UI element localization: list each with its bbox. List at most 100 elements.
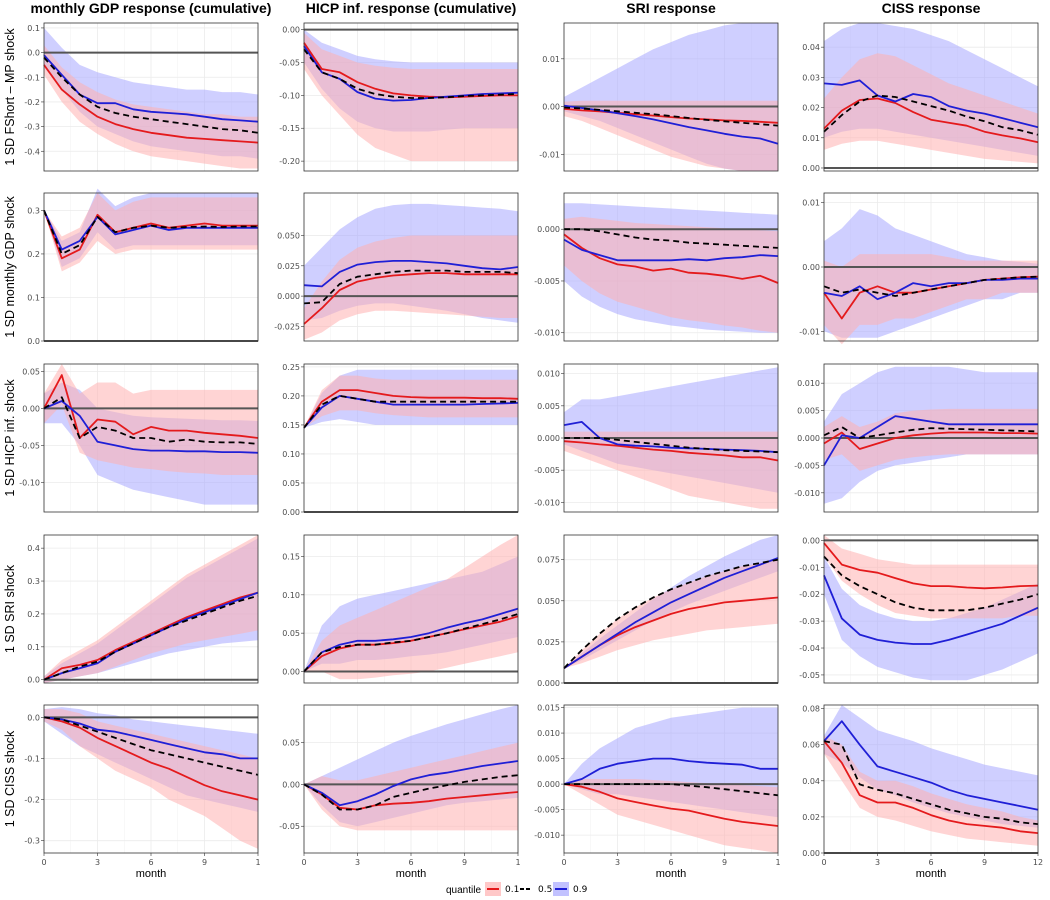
y-tick-label: 0.000: [797, 434, 820, 443]
x-tick-label: 6: [668, 858, 673, 867]
y-tick-label: -0.3: [24, 837, 40, 846]
y-tick-label: 0.05: [22, 367, 40, 376]
line-q50: [303, 269, 519, 305]
panel: 0.01 0.00 -0.01: [539, 22, 779, 172]
line-q90: [43, 591, 259, 681]
line-q90: [823, 79, 1039, 129]
line-q90: [303, 607, 519, 673]
y-tick-label: 0.005: [537, 402, 560, 411]
y-tick-label: -0.20: [279, 157, 300, 166]
panel-border: [43, 363, 259, 513]
y-tick-label: 0.25: [282, 363, 300, 372]
panel: 0.000 0.025 0.050 0.075: [537, 534, 779, 688]
line-q10: [303, 615, 519, 673]
line-q10: [823, 431, 1039, 450]
line-q50: [43, 716, 259, 776]
y-tick-label: 0.000: [537, 434, 560, 443]
y-tick-label: 0.1: [27, 643, 40, 652]
y-tick-label: 0.03: [802, 73, 820, 82]
x-tick-label: 6: [148, 858, 153, 867]
y-tick-label: -0.010: [534, 498, 560, 507]
y-tick-label: 0.02: [802, 813, 820, 822]
panel: 0.015 0.010 0.005 0.000 -0.005 -0.010 0 3 6 9 1 mon…: [534, 704, 780, 880]
y-tick-label: 0.3: [27, 577, 40, 586]
line-q10: [563, 233, 779, 284]
line-q10: [823, 542, 1039, 590]
y-tick-label: 0.02: [802, 104, 820, 113]
line-q50: [564, 437, 779, 454]
line-q50: [303, 774, 519, 811]
panel-border: [43, 22, 259, 172]
panel: 0.05 0.00 -0.05 -0.10: [19, 363, 259, 513]
y-tick-label: 0.00: [542, 103, 560, 112]
y-tick-label: 0.050: [277, 231, 300, 240]
y-tick-label: 0.00: [802, 849, 820, 858]
panel-border: [563, 534, 779, 684]
y-tick-label: 0.0: [27, 676, 40, 685]
line-q10: [43, 210, 258, 260]
band-q10: [824, 53, 1038, 164]
panel: 0.0 0.1 0.2 0.3 0.4: [27, 534, 259, 685]
y-tick-label: -0.010: [794, 489, 820, 498]
panel: 0.00 -0.05 -0.10 -0.15 -0.20: [279, 22, 519, 172]
y-tick-label: 0.01: [802, 199, 820, 208]
y-tick-label: -0.3: [24, 123, 40, 132]
y-tick-label: -0.05: [799, 671, 820, 680]
line-q10: [43, 716, 259, 801]
x-tick-label: 0: [41, 858, 46, 867]
y-tick-label: 0.04: [802, 43, 820, 52]
y-tick-label: 0.4: [27, 544, 40, 553]
y-tick-label: -0.02: [799, 590, 820, 599]
y-tick-label: 0.010: [537, 729, 560, 738]
legend-entry-label: 0.5: [538, 885, 552, 895]
y-tick-label: -0.01: [799, 563, 820, 572]
panel: 0.1 0.0 -0.1 -0.2 -0.3 -0.4: [24, 22, 259, 172]
y-tick-label: 0.00: [282, 780, 300, 789]
y-tick-label: 0.025: [537, 638, 560, 647]
line-q50: [823, 426, 1039, 439]
y-tick-label: -0.005: [534, 277, 560, 286]
y-tick-label: 0.010: [537, 370, 560, 379]
x-axis-label: month: [916, 868, 947, 880]
y-tick-label: 0.0: [27, 337, 40, 346]
y-tick-label: 0.00: [282, 26, 300, 35]
panel: 0.050 0.025 0.000 -0.025: [274, 192, 519, 342]
x-tick-label: 9: [462, 858, 467, 867]
y-tick-label: -0.005: [794, 461, 820, 470]
line-q50: [563, 558, 779, 669]
panel: 0.010 0.005 0.000 -0.005 -0.010: [794, 363, 1039, 513]
y-tick-label: 0.005: [797, 407, 820, 416]
y-tick-label: 0.010: [797, 379, 820, 388]
band-q10: [44, 535, 258, 683]
y-tick-label: 0.025: [277, 262, 300, 271]
line-q10: [303, 389, 519, 429]
row-label: 1 SD monthly GDP shock: [3, 196, 17, 338]
x-tick-label: 3: [95, 858, 100, 867]
line-q50: [823, 555, 1039, 612]
y-tick-label: 0.000: [537, 225, 560, 234]
y-tick-label: 0.050: [537, 597, 560, 606]
band-q90: [824, 556, 1038, 681]
band-q10: [44, 364, 258, 475]
y-tick-label: 0.01: [802, 134, 820, 143]
panel: 0.00 0.02 0.04 0.06 0.08 0 3 6 9 12 month: [802, 704, 1043, 880]
row-label: 1 SD FShort – MP shock: [3, 28, 17, 166]
line-q50: [563, 106, 779, 127]
y-tick-label: 0.00: [802, 164, 820, 173]
line-q90: [303, 45, 519, 102]
panel-border: [303, 363, 519, 513]
line-q90: [563, 557, 779, 669]
y-tick-label: 0.00: [282, 508, 300, 517]
y-tick-label: 0.08: [802, 705, 820, 714]
line-q50: [564, 228, 779, 249]
line-q50: [823, 740, 1039, 825]
line-q10: [303, 272, 518, 325]
column-title: SRI response: [626, 0, 716, 16]
line-q90: [823, 277, 1038, 301]
band-q10: [44, 45, 258, 169]
x-tick-label: 6: [408, 858, 413, 867]
line-q50: [303, 394, 518, 429]
line-q90: [303, 259, 519, 288]
line-q10: [563, 440, 779, 462]
line-q10: [563, 783, 779, 827]
